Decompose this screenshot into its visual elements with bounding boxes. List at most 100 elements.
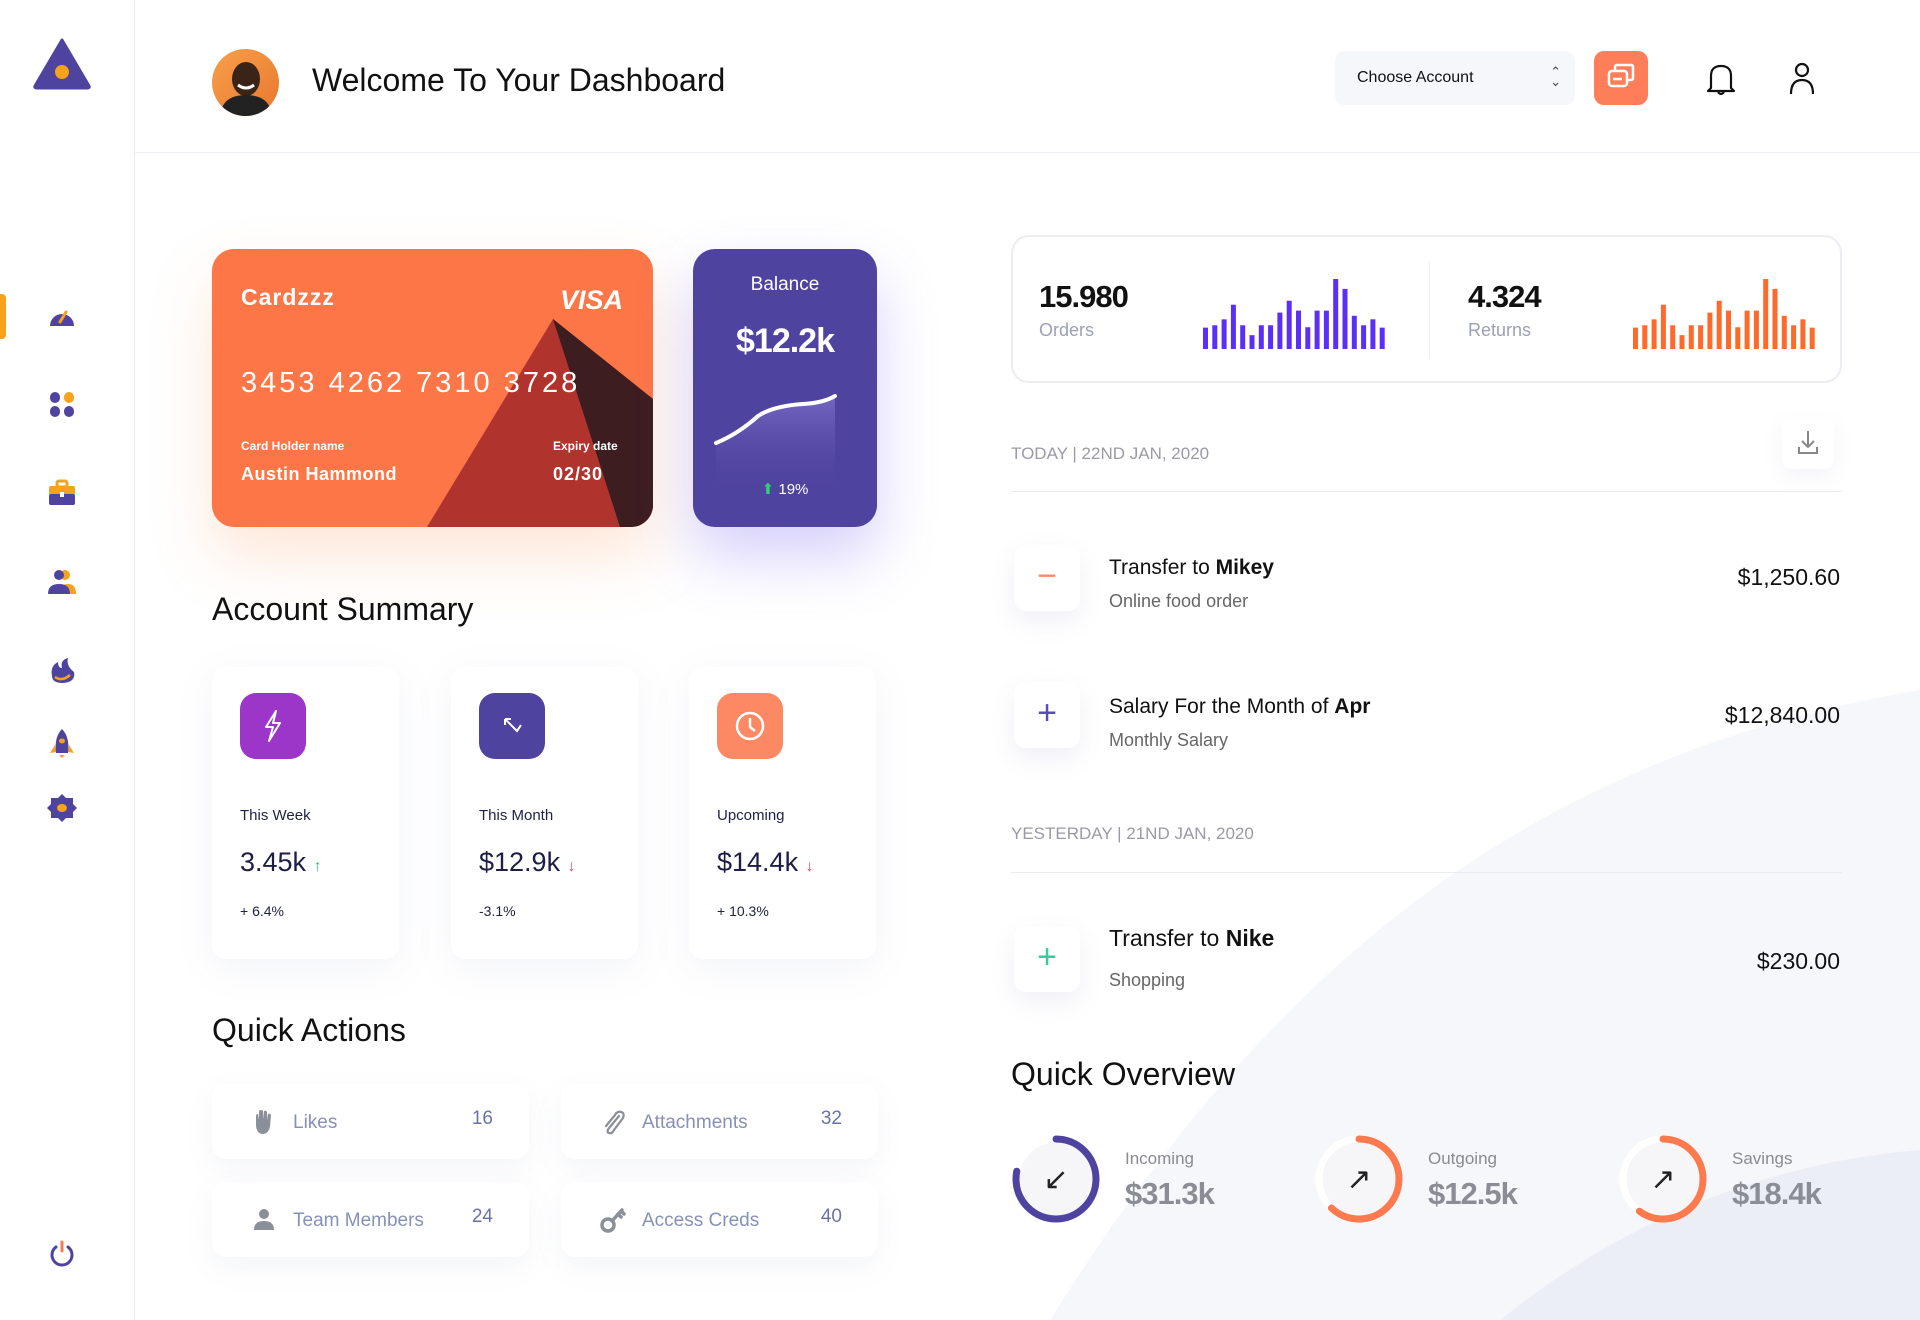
summary-percent: + 6.4%	[240, 903, 284, 919]
orders-label: Orders	[1039, 320, 1095, 340]
sparkline-bar	[1333, 279, 1339, 349]
clock-icon	[717, 693, 783, 759]
outgoing-progress-arc	[1315, 1135, 1403, 1223]
sparkline-bar	[1809, 327, 1815, 349]
overview-value: $31.3k	[1125, 1176, 1215, 1211]
card-pattern	[427, 319, 653, 527]
access-creds-label: Access Creds	[642, 1210, 760, 1231]
transaction-prefix: Transfer to	[1109, 925, 1226, 951]
account-select-value: Choose Account	[1357, 69, 1474, 86]
sparkline-bar	[1221, 319, 1227, 349]
today-label: TODAY | 22ND JAN, 2020	[1011, 444, 1210, 463]
transaction-prefix: Salary For the Month of	[1109, 695, 1335, 718]
sparkline-bar	[1670, 325, 1676, 349]
arrow-up-icon: ↑	[313, 858, 322, 875]
transaction-title: Transfer to Nike	[1109, 925, 1274, 952]
arrow-down-icon: ↓	[805, 858, 814, 875]
power-icon[interactable]	[46, 1238, 78, 1270]
summary-label: Upcoming	[717, 807, 785, 824]
user-icon[interactable]	[1788, 62, 1816, 96]
sparkline-bar	[1351, 315, 1357, 349]
likes-count: 16	[471, 1108, 493, 1129]
incoming-progress-arc	[1012, 1135, 1100, 1223]
rocket-icon[interactable]	[46, 727, 78, 759]
account-select[interactable]: Choose Account ⌃ ⌄	[1335, 51, 1575, 105]
sparkline-bar	[1679, 335, 1685, 349]
fire-icon[interactable]	[46, 654, 78, 686]
users-icon[interactable]	[46, 566, 78, 598]
summary-card-this-month[interactable]: This Month $12.9k ↓ -3.1%	[451, 667, 638, 959]
sparkline-bar	[1240, 325, 1246, 349]
arrow-diagonal-icon	[479, 693, 545, 759]
header-divider	[135, 152, 1920, 153]
quick-action-likes[interactable]: Likes 16	[212, 1084, 529, 1159]
team-members-count: 24	[471, 1206, 493, 1227]
sparkline-bar	[1744, 310, 1750, 349]
sparkline-bar	[1791, 325, 1797, 349]
quick-action-access-creds[interactable]: Access Creds 40	[561, 1182, 878, 1257]
returns-label: Returns	[1468, 320, 1532, 340]
sidebar	[0, 0, 135, 1320]
logo-icon	[33, 38, 91, 90]
transaction-subtitle: Online food order	[1109, 591, 1249, 611]
credit-icon[interactable]: +	[1014, 682, 1080, 748]
savings-progress-arc	[1619, 1135, 1707, 1223]
today-divider	[1011, 491, 1842, 492]
key-icon	[600, 1208, 626, 1233]
settings-icon[interactable]	[46, 792, 78, 824]
sparkline-bar	[1726, 310, 1731, 349]
balance-change-value: 19%	[778, 481, 809, 498]
summary-amount: 3.45k	[240, 847, 307, 877]
visa-logo: VISA	[559, 285, 623, 315]
avatar-photo	[220, 62, 272, 116]
summary-amount: $14.4k	[717, 847, 799, 877]
sparkline-bar	[1305, 327, 1311, 349]
bell-icon[interactable]	[1705, 62, 1737, 96]
sparkline-bar	[1230, 304, 1236, 349]
overview-label: Outgoing	[1428, 1149, 1497, 1168]
orders-sparkline	[1203, 279, 1385, 349]
sparkline-bar	[1370, 319, 1376, 349]
transaction-payee: Nike	[1225, 925, 1275, 951]
bolt-icon	[240, 693, 306, 759]
sparkline-bar	[1781, 315, 1787, 349]
apps-icon[interactable]	[46, 388, 78, 420]
arrow-icon: ↙	[1043, 1163, 1068, 1196]
sparkline-bar	[1314, 310, 1320, 349]
clap-icon	[256, 1110, 271, 1134]
sparkline-bar	[1651, 319, 1657, 349]
incoming-ring: ↙	[1012, 1135, 1100, 1223]
credit-card[interactable]: Cardzzz VISA 3453 4262 7310 3728 Card Ho…	[212, 249, 653, 527]
messages-button[interactable]	[1594, 51, 1648, 105]
quick-action-team-members[interactable]: Team Members 24	[212, 1182, 529, 1257]
sparkline-bar	[1268, 325, 1274, 349]
download-icon	[1798, 431, 1818, 454]
summary-card-upcoming[interactable]: Upcoming $14.4k ↓ + 10.3%	[689, 667, 876, 959]
savings-ring: ↗	[1619, 1135, 1707, 1223]
quick-overview-title: Quick Overview	[1011, 1056, 1236, 1092]
expiry-date: 02/30	[553, 464, 604, 484]
summary-value: 3.45k ↑	[240, 847, 322, 878]
credit-icon[interactable]: +	[1014, 926, 1080, 992]
balance-label: Balance	[750, 274, 820, 295]
transaction-payee: Apr	[1334, 695, 1371, 718]
quick-action-attachments[interactable]: Attachments 32	[561, 1084, 878, 1159]
chevron-updown-icon: ⌃ ⌄	[1550, 64, 1561, 89]
sparkline-bar	[1633, 327, 1638, 349]
balance-card[interactable]: Balance $12.2k ⬆ 19%	[693, 249, 877, 527]
orders-value: 15.980	[1039, 279, 1129, 314]
transaction-title: Salary For the Month of Apr	[1109, 695, 1370, 719]
transaction-subtitle: Shopping	[1109, 970, 1186, 990]
transaction-amount: $12,840.00	[1724, 702, 1840, 728]
dashboard-icon[interactable]	[46, 300, 78, 332]
briefcase-icon[interactable]	[46, 477, 78, 509]
download-button[interactable]	[1782, 417, 1834, 469]
summary-card-this-week[interactable]: This Week 3.45k ↑ + 6.4%	[212, 667, 399, 959]
account-summary-title: Account Summary	[212, 591, 474, 627]
debit-icon[interactable]: −	[1014, 545, 1080, 611]
expiry-label: Expiry date	[553, 439, 618, 453]
team-members-label: Team Members	[293, 1210, 424, 1231]
sparkline-bar	[1296, 310, 1301, 349]
card-number: 3453 4262 7310 3728	[241, 367, 581, 399]
avatar[interactable]	[212, 49, 279, 116]
